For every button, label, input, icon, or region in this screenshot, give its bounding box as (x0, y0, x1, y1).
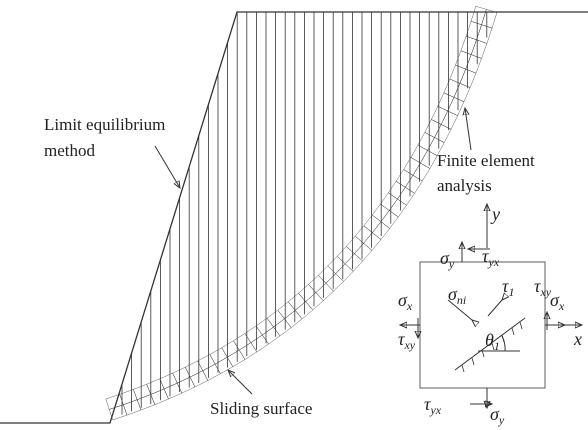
subscript: ni (457, 293, 466, 307)
element (172, 366, 191, 384)
element (380, 192, 398, 211)
element (440, 110, 458, 130)
element (136, 394, 156, 411)
element (238, 342, 258, 360)
element (233, 333, 252, 351)
subscript: yx (429, 403, 441, 417)
symbol: σ (440, 248, 450, 268)
element (346, 235, 364, 254)
element (412, 162, 431, 182)
axis-label: x (573, 329, 582, 349)
element (197, 354, 216, 371)
element (380, 210, 399, 229)
subscript: y (448, 257, 455, 271)
element (336, 246, 355, 265)
element (325, 273, 344, 292)
symbol: θ (485, 330, 494, 350)
stress-label: σy (440, 248, 455, 271)
element (443, 78, 461, 98)
element (403, 157, 421, 176)
slope-profile (0, 11, 588, 424)
element (284, 310, 303, 328)
stress-label: σx (550, 290, 565, 313)
symbol: τ (482, 246, 489, 266)
label: Limit equilibrium (44, 115, 165, 134)
subscript: x (558, 299, 565, 313)
symbol: σ (398, 290, 408, 310)
element (255, 317, 274, 336)
element (150, 388, 169, 405)
element (209, 347, 228, 365)
stress-element (400, 204, 582, 408)
stress-label: τ1 (502, 276, 514, 299)
element (273, 318, 292, 337)
element (437, 92, 455, 112)
subscript: xy (403, 338, 415, 352)
element (344, 253, 363, 272)
element (287, 292, 306, 311)
stress-label: τyx (482, 246, 500, 269)
element (123, 399, 142, 416)
stress-label: τxy (398, 329, 416, 352)
subscript: 1 (508, 285, 514, 299)
element (389, 198, 407, 218)
element (315, 282, 334, 301)
element (244, 325, 263, 343)
element (395, 169, 414, 188)
stress-label: τyx (424, 394, 442, 417)
label: analysis (437, 176, 492, 195)
finite-elements (105, 5, 498, 421)
symbol: σ (490, 404, 500, 424)
element (335, 263, 354, 282)
label: Sliding surface (210, 399, 312, 418)
element (420, 150, 438, 169)
element (447, 97, 465, 116)
element (417, 132, 435, 151)
symbol: σ (448, 284, 458, 304)
stress-label: σni (448, 284, 466, 307)
subscript: 1 (494, 339, 500, 353)
element (354, 225, 373, 244)
element (431, 106, 448, 125)
stress-label: θ1 (485, 330, 500, 353)
symbol: τ (534, 276, 541, 296)
element (133, 383, 152, 400)
axis-label: y (490, 204, 500, 224)
element (185, 360, 204, 378)
arrow (228, 370, 253, 395)
element (262, 326, 281, 345)
element (221, 340, 240, 358)
arrow (154, 145, 180, 188)
subscript: y (498, 413, 505, 427)
stress-label: σy (490, 404, 505, 427)
stress-label: σx (398, 290, 413, 313)
stress-label: τxy (534, 276, 552, 299)
subscript: x (406, 299, 413, 313)
symbol: σ (550, 290, 560, 310)
element (163, 382, 183, 400)
subscript: yx (487, 255, 499, 269)
label: method (44, 141, 95, 160)
subscript: xy (539, 285, 551, 299)
element (363, 232, 382, 251)
symbol: τ (398, 329, 405, 349)
element (227, 349, 246, 368)
element (298, 284, 317, 302)
symbol: τ (424, 394, 431, 414)
element (146, 378, 165, 395)
arrow (465, 108, 472, 151)
element (470, 5, 487, 25)
element (371, 203, 390, 223)
symbol: τ (502, 276, 509, 296)
element (277, 301, 296, 320)
element (305, 292, 324, 311)
slices (121, 12, 488, 415)
label: Finite element (437, 151, 535, 170)
element (354, 243, 373, 262)
element (159, 372, 178, 390)
element (363, 214, 382, 233)
